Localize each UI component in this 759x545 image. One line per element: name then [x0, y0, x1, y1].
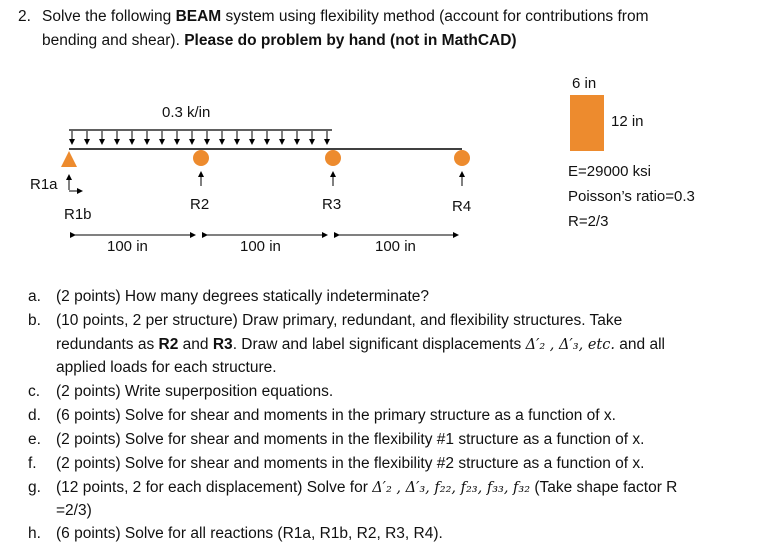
item-b-text-d: and all: [614, 336, 665, 353]
prop-shape-factor: R=2/3: [568, 213, 609, 230]
item-b-line3: applied loads for each structure.: [56, 359, 277, 376]
support-label-r1a: R1a: [30, 176, 58, 193]
item-c-label: c.: [28, 383, 41, 400]
question-number: 2.: [18, 8, 31, 25]
item-g: g. (12 points, 2 for each displacement) S…: [28, 476, 677, 500]
item-b-text-b: and: [178, 336, 213, 353]
question-text: Solve the following: [42, 8, 176, 25]
item-f-label: f.: [28, 455, 37, 472]
question-text-2: bending and shear).: [42, 32, 185, 49]
support-label-r4: R4: [452, 198, 472, 215]
span-label-1: 100 in: [107, 238, 148, 255]
item-h-label: h.: [28, 525, 41, 542]
item-d-text: (6 points) Solve for shear and moments i…: [56, 407, 616, 424]
pin-support-r1: [61, 151, 77, 167]
question-bold-beam: BEAM: [175, 8, 222, 25]
item-e-label: e.: [28, 431, 41, 448]
span-label-2: 100 in: [240, 238, 281, 255]
item-b-text-c: . Draw and label significant displacemen…: [232, 336, 526, 353]
load-label: 0.3 k/in: [162, 104, 211, 121]
item-h: h. (6 points) Solve for all reactions (R1…: [28, 522, 443, 545]
item-a-text: (2 points) How many degrees statically i…: [56, 288, 430, 305]
prop-poisson: Poisson’s ratio=0.3: [568, 188, 695, 205]
item-g-math: Δ′₂ , Δ′₃, f₂₂, f₂₃, f₃₃, f₃₂: [372, 480, 531, 496]
load-arrows: [69, 131, 330, 145]
roller-support-r4: [454, 150, 470, 166]
roller-support-r2: [193, 150, 209, 166]
section-height-label: 12 in: [611, 113, 644, 130]
support-label-r3: R3: [322, 196, 342, 213]
item-d: d. (6 points) Solve for shear and moments…: [28, 404, 616, 427]
question-line-2: bending and shear). Please do problem by…: [42, 30, 517, 52]
item-b-math: Δ′₂ , Δ′₃, etc.: [525, 337, 615, 353]
item-b: b. (10 points, 2 per structure) Draw prim…: [28, 309, 622, 332]
item-h-text: (6 points) Solve for all reactions (R1a,…: [56, 525, 443, 542]
item-e-text: (2 points) Solve for shear and moments i…: [56, 431, 645, 448]
item-b-text-a: redundants as: [56, 336, 159, 353]
item-b-label: b.: [28, 312, 41, 329]
cross-section: [570, 95, 604, 151]
item-c: c. (2 points) Write superposition equatio…: [28, 380, 333, 403]
item-c-text: (2 points) Write superposition equations…: [56, 383, 334, 400]
item-b-r3: R3: [212, 336, 233, 353]
section-width-label: 6 in: [572, 75, 597, 92]
support-label-r2: R2: [190, 196, 210, 213]
roller-support-r3: [325, 150, 341, 166]
item-b-line2: redundants as R2 and R3. Draw and label …: [56, 333, 665, 357]
item-g-line2: =2/3): [56, 502, 92, 519]
item-b-r2: R2: [158, 336, 179, 353]
item-g-text: (12 points, 2 for each displacement) Sol…: [56, 479, 373, 496]
item-f: f. (2 points) Solve for shear and moments…: [28, 452, 644, 475]
span-label-3: 100 in: [375, 238, 416, 255]
item-a-label: a.: [28, 288, 41, 305]
item-a: a. (2 points) How many degrees statically…: [28, 285, 429, 308]
item-g-text-post: (Take shape factor R: [530, 479, 678, 496]
support-label-r1b: R1b: [64, 206, 92, 223]
item-e: e. (2 points) Solve for shear and moments…: [28, 428, 644, 451]
question-text-continued: system using flexibility method (account…: [221, 8, 649, 25]
question-line-1: Solve the following BEAM system using fl…: [42, 6, 649, 28]
prop-modulus: E=29000 ksi: [568, 163, 651, 180]
item-f-text: (2 points) Solve for shear and moments i…: [56, 455, 645, 472]
item-b-line1: (10 points, 2 per structure) Draw primar…: [56, 312, 623, 329]
item-g-label: g.: [28, 479, 41, 496]
question-bold-instruction: Please do problem by hand (not in MathCA…: [184, 32, 517, 49]
item-d-label: d.: [28, 407, 41, 424]
